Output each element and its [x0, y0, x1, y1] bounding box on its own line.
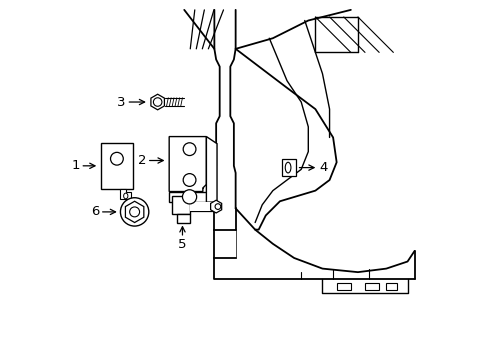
- Polygon shape: [101, 143, 133, 189]
- Ellipse shape: [123, 193, 128, 199]
- Polygon shape: [120, 189, 131, 199]
- Circle shape: [120, 198, 148, 226]
- Polygon shape: [171, 196, 189, 214]
- Ellipse shape: [285, 162, 290, 173]
- Text: 3: 3: [117, 95, 144, 108]
- Polygon shape: [189, 202, 216, 211]
- Text: 5: 5: [178, 227, 186, 252]
- Polygon shape: [210, 200, 221, 213]
- Polygon shape: [386, 283, 396, 290]
- Circle shape: [129, 207, 139, 217]
- Polygon shape: [125, 201, 143, 222]
- Polygon shape: [169, 136, 206, 192]
- Circle shape: [215, 204, 220, 210]
- Polygon shape: [206, 136, 217, 202]
- Circle shape: [153, 98, 162, 106]
- Circle shape: [110, 152, 123, 165]
- Circle shape: [182, 190, 196, 204]
- Text: 2: 2: [137, 154, 163, 167]
- Polygon shape: [169, 192, 213, 202]
- Circle shape: [183, 174, 196, 186]
- Polygon shape: [336, 283, 350, 290]
- Circle shape: [183, 143, 196, 156]
- Polygon shape: [151, 94, 164, 110]
- Text: 1: 1: [71, 159, 95, 172]
- Polygon shape: [282, 159, 295, 176]
- Polygon shape: [177, 214, 189, 222]
- Polygon shape: [364, 283, 378, 290]
- Text: 4: 4: [299, 161, 326, 174]
- Text: 6: 6: [91, 206, 115, 219]
